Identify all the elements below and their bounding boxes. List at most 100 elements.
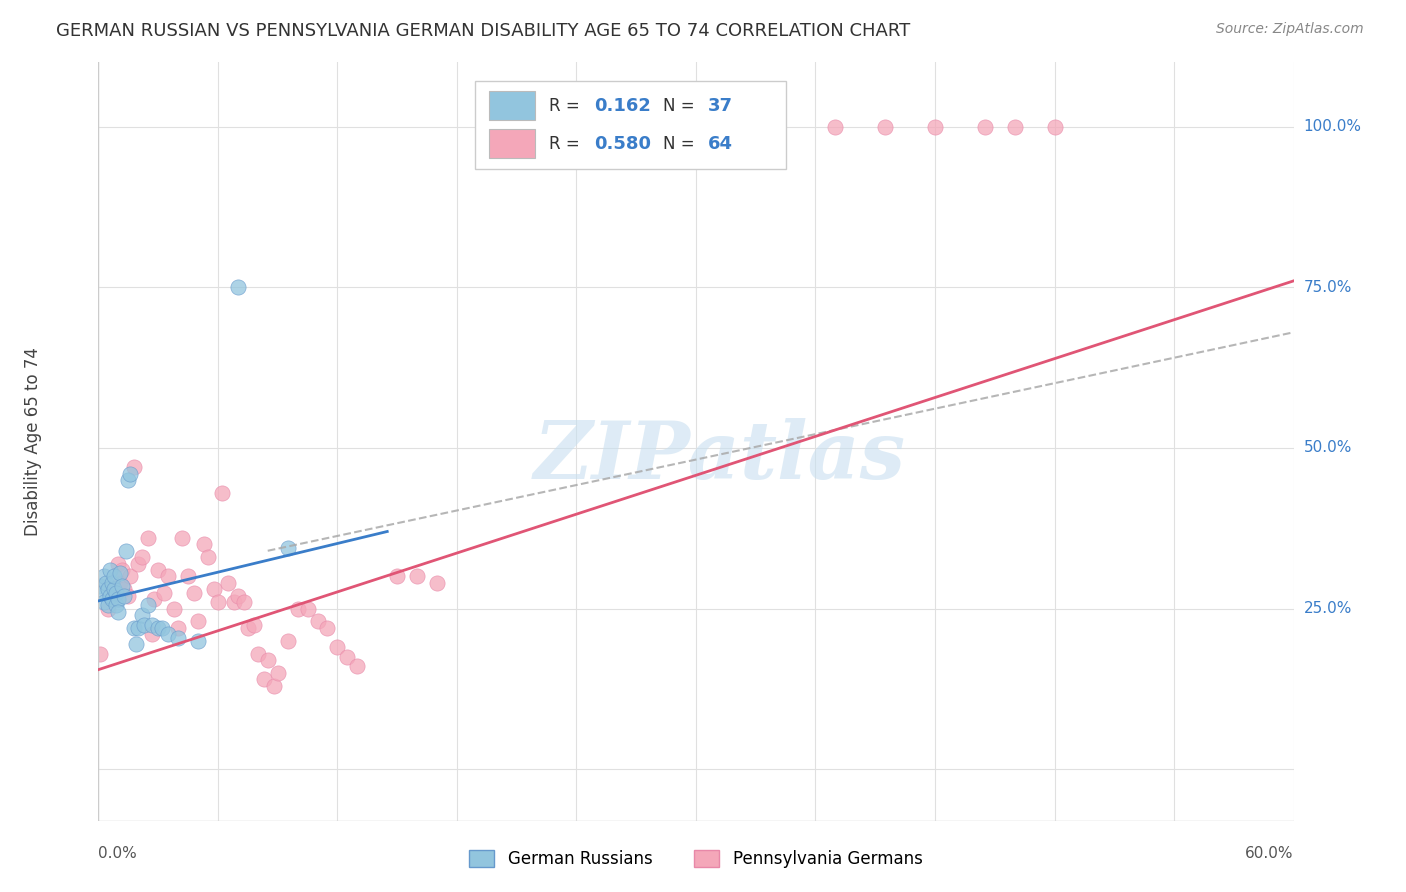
- Point: [111, 579, 134, 593]
- Point: [253, 673, 276, 687]
- Point: [117, 589, 139, 603]
- Point: [824, 120, 846, 134]
- Point: [222, 595, 245, 609]
- Point: [157, 569, 180, 583]
- Point: [131, 607, 153, 622]
- Point: [246, 647, 269, 661]
- Point: [111, 563, 134, 577]
- Point: [287, 601, 309, 615]
- Point: [110, 566, 132, 581]
- Point: [141, 627, 163, 641]
- Point: [163, 601, 186, 615]
- Point: [326, 640, 349, 655]
- Point: [107, 557, 129, 571]
- FancyBboxPatch shape: [489, 129, 534, 158]
- Point: [97, 601, 120, 615]
- Point: [193, 537, 215, 551]
- Point: [124, 460, 146, 475]
- Text: N =: N =: [662, 96, 699, 115]
- Point: [755, 120, 778, 134]
- Point: [167, 621, 190, 635]
- Point: [1043, 120, 1066, 134]
- Point: [177, 569, 200, 583]
- Point: [153, 585, 176, 599]
- Point: [101, 575, 124, 590]
- Point: [243, 617, 266, 632]
- Point: [96, 575, 118, 590]
- Point: [112, 582, 135, 597]
- Point: [167, 631, 190, 645]
- Point: [172, 531, 194, 545]
- FancyBboxPatch shape: [489, 91, 534, 120]
- Text: ZIPatlas: ZIPatlas: [534, 418, 905, 495]
- Point: [98, 563, 122, 577]
- Point: [605, 120, 627, 134]
- Text: 37: 37: [709, 96, 733, 115]
- Point: [506, 120, 529, 134]
- Point: [112, 589, 135, 603]
- Point: [187, 615, 209, 629]
- Point: [101, 582, 124, 597]
- Point: [136, 531, 159, 545]
- Point: [183, 585, 205, 599]
- Text: 0.580: 0.580: [595, 135, 651, 153]
- Text: Source: ZipAtlas.com: Source: ZipAtlas.com: [1216, 22, 1364, 37]
- Point: [127, 621, 149, 635]
- Point: [91, 585, 114, 599]
- Point: [232, 595, 254, 609]
- Point: [475, 120, 498, 134]
- Point: [385, 569, 409, 583]
- Point: [217, 575, 239, 590]
- Point: [267, 665, 290, 680]
- Legend: German Russians, Pennsylvania Germans: German Russians, Pennsylvania Germans: [461, 842, 931, 877]
- Point: [197, 550, 219, 565]
- Point: [148, 563, 170, 577]
- Point: [277, 633, 299, 648]
- Point: [134, 617, 156, 632]
- Point: [336, 649, 359, 664]
- Point: [187, 633, 209, 648]
- Point: [98, 589, 122, 603]
- Text: R =: R =: [548, 96, 585, 115]
- Point: [297, 601, 319, 615]
- FancyBboxPatch shape: [475, 81, 786, 169]
- Point: [117, 473, 139, 487]
- Point: [110, 575, 132, 590]
- Point: [316, 621, 339, 635]
- Point: [115, 543, 138, 558]
- Point: [143, 591, 166, 606]
- Point: [148, 621, 170, 635]
- Point: [107, 591, 129, 606]
- Point: [89, 579, 111, 593]
- Text: N =: N =: [662, 135, 699, 153]
- Point: [226, 589, 249, 603]
- Text: 0.162: 0.162: [595, 96, 651, 115]
- Point: [136, 599, 159, 613]
- Point: [120, 569, 142, 583]
- Text: R =: R =: [548, 135, 585, 153]
- Point: [150, 621, 173, 635]
- Point: [1004, 120, 1026, 134]
- Point: [157, 627, 180, 641]
- Point: [97, 582, 120, 597]
- Point: [101, 591, 124, 606]
- Point: [211, 486, 233, 500]
- Point: [93, 595, 115, 609]
- Text: 75.0%: 75.0%: [1303, 280, 1351, 295]
- Point: [924, 120, 946, 134]
- Point: [107, 605, 129, 619]
- Point: [93, 569, 115, 583]
- Point: [125, 637, 148, 651]
- Point: [131, 550, 153, 565]
- Point: [103, 582, 125, 597]
- Point: [307, 615, 329, 629]
- Point: [973, 120, 995, 134]
- Text: Disability Age 65 to 74: Disability Age 65 to 74: [24, 347, 42, 536]
- Point: [89, 647, 111, 661]
- Point: [207, 595, 229, 609]
- Point: [536, 120, 558, 134]
- Text: 60.0%: 60.0%: [1246, 847, 1294, 862]
- Point: [105, 599, 128, 613]
- Point: [277, 541, 299, 555]
- Point: [226, 280, 249, 294]
